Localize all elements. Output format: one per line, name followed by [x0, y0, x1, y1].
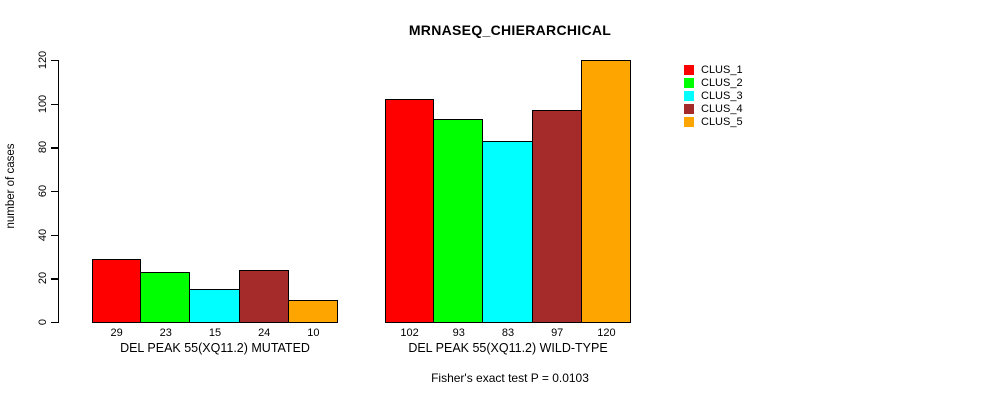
legend-label: CLUS_1 — [701, 64, 743, 76]
bar-clus_1-group1 — [92, 258, 142, 323]
y-tick-mark — [51, 322, 58, 324]
bar-value-label: 120 — [597, 327, 616, 339]
legend-label: CLUS_3 — [701, 90, 743, 103]
bar-value-label: 10 — [307, 327, 320, 339]
y-tick-mark — [51, 103, 58, 105]
legend-label: CLUS_5 — [701, 116, 743, 129]
y-tick-label: 40 — [37, 228, 49, 241]
bar-value-label: 15 — [208, 327, 222, 339]
y-tick-label: 120 — [37, 50, 49, 70]
bar-clus_3-group1 — [189, 289, 240, 323]
legend-swatch-clus_1 — [684, 65, 694, 75]
bar-clus_5-group1 — [287, 300, 338, 323]
legend-swatch-clus_4 — [684, 104, 694, 115]
bar-value-label: 102 — [400, 327, 419, 339]
y-tick-label: 80 — [37, 141, 49, 154]
annotation-text: Fisher's exact test P = 0.0103 — [431, 371, 589, 385]
y-tick-mark — [51, 60, 58, 62]
bar-clus_2-group1 — [140, 271, 191, 323]
chart-title: MRNASEQ_CHIERARCHICAL — [408, 22, 612, 38]
legend-label: CLUS_2 — [701, 77, 743, 90]
legend-swatch-clus_5 — [684, 117, 694, 128]
y-axis-line — [58, 60, 60, 323]
y-tick-mark — [51, 278, 58, 280]
y-tick-label: 60 — [37, 184, 49, 198]
bar-clus_2-group2 — [433, 118, 484, 323]
y-tick-label: 100 — [37, 94, 49, 113]
y-tick-mark — [51, 191, 58, 193]
bar-clus_5-group2 — [580, 60, 631, 323]
y-tick-mark — [51, 234, 58, 236]
bar-value-label: 97 — [551, 327, 564, 339]
bar-value-label: 24 — [258, 327, 271, 339]
bar-clus_4-group1 — [238, 269, 289, 323]
legend-swatch-clus_3 — [684, 91, 694, 102]
y-tick-label: 0 — [37, 318, 49, 326]
bar-value-label: 23 — [159, 327, 172, 339]
bar-clus_4-group2 — [531, 110, 582, 323]
bar-value-label: 93 — [452, 327, 465, 339]
y-tick-mark — [51, 147, 58, 149]
category-label: DEL PEAK 55(XQ11.2) MUTATED — [120, 341, 310, 355]
bar-value-label: 83 — [501, 327, 515, 339]
legend-swatch-clus_2 — [684, 78, 694, 89]
category-label: DEL PEAK 55(XQ11.2) WILD-TYPE — [408, 341, 608, 355]
y-tick-label: 20 — [37, 272, 49, 285]
bar-value-label: 29 — [110, 327, 123, 339]
bar-clus_1-group2 — [385, 99, 435, 323]
bar-clus_3-group2 — [482, 140, 533, 323]
legend-label: CLUS_4 — [701, 103, 743, 116]
